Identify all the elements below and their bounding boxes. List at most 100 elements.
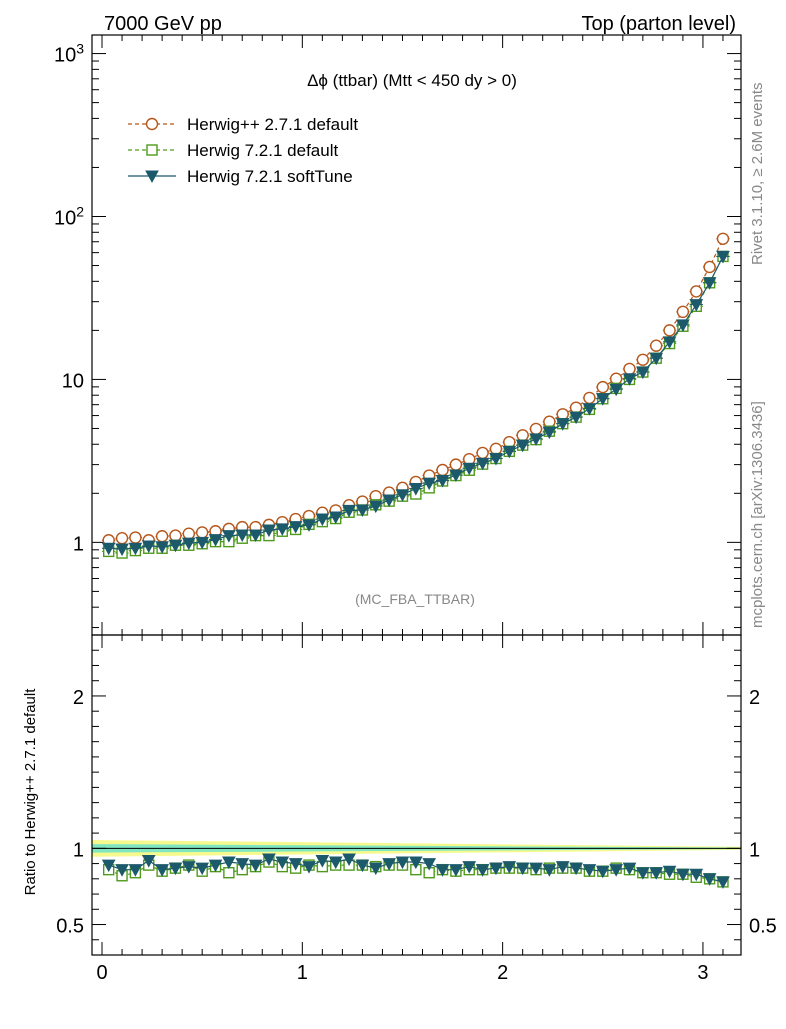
data-point: [355, 504, 370, 518]
legend-marker: [145, 117, 159, 131]
data-point: [716, 232, 730, 245]
ratio-point: [222, 856, 236, 870]
chart-title: Δϕ (ttbar) (Mtt < 450 dy > 0): [307, 71, 517, 90]
series-line: [108, 256, 724, 554]
mcplots-label: mcplots.cern.ch [arXiv:1306.3436]: [749, 401, 766, 628]
data-point: [248, 529, 263, 543]
data-point: [181, 537, 196, 551]
main-series-group: [101, 232, 730, 559]
data-point: [702, 277, 717, 290]
legend-marker: [145, 170, 159, 184]
data-point: [676, 319, 690, 332]
ratio-y-tick-label: 2: [73, 687, 84, 709]
data-point: [676, 305, 690, 319]
ratio-point: [302, 861, 316, 874]
ratio-point: [555, 861, 570, 874]
series-line: [108, 256, 724, 550]
ratio-point: [168, 862, 183, 876]
ratio-point: [141, 855, 156, 868]
data-point: [315, 513, 330, 527]
data-point: [690, 285, 703, 298]
series-2: [101, 250, 730, 557]
series-0: [102, 232, 730, 547]
data-point: [555, 418, 570, 431]
legend-marker: [146, 144, 158, 156]
ratio-series-2: [101, 853, 730, 889]
data-point: [195, 536, 210, 550]
data-point: [703, 260, 716, 274]
ratio-y-tick-label-right: 0.5: [749, 916, 777, 938]
ratio-point: [542, 864, 557, 877]
ratio-point: [582, 864, 597, 877]
ratio-point: [355, 859, 370, 873]
ratio-point: [235, 858, 250, 871]
ratio-point: [716, 876, 730, 889]
ratio-y-tick-label-right: 1: [749, 839, 760, 861]
data-point: [235, 529, 250, 543]
data-point: [569, 411, 583, 425]
data-point: [208, 534, 223, 547]
ratio-point: [288, 858, 303, 871]
legend-label: Herwig 7.2.1 softTune: [187, 167, 353, 186]
data-point: [636, 366, 650, 380]
data-point: [275, 523, 290, 536]
data-point: [382, 494, 396, 508]
data-point: [195, 526, 209, 539]
ratio-frame: [91, 634, 742, 956]
ratio-point: [315, 855, 330, 868]
ratio-point: [569, 862, 583, 876]
ratio-point: [435, 864, 450, 877]
data-point: [368, 500, 383, 514]
data-point: [623, 362, 636, 376]
rivet-label: Rivet 3.1.10, ≥ 2.6M events: [749, 83, 766, 266]
data-point: [515, 439, 530, 453]
data-point: [689, 299, 704, 312]
main-y-tick-label: 1: [73, 533, 84, 555]
header-left: 7000 GeV pp: [104, 13, 222, 35]
x-tick-label: 1: [297, 962, 308, 984]
ratio-point: [408, 856, 423, 870]
ratio-point: [368, 862, 383, 876]
data-point: [449, 469, 463, 483]
data-point: [168, 539, 183, 553]
data-point: [489, 442, 503, 456]
ratio-point: [248, 859, 263, 873]
data-point: [595, 393, 610, 406]
ratio-y-tick-label: 1: [73, 839, 84, 861]
main-y-tick-label: 102: [54, 203, 84, 229]
data-point: [475, 457, 490, 471]
ratio-point: [702, 873, 717, 886]
ratio-point: [689, 868, 704, 882]
ratio-point: [223, 867, 235, 879]
data-point: [542, 426, 557, 440]
data-point: [435, 474, 450, 488]
legend-item-1: Herwig 7.2.1 default: [128, 141, 338, 160]
data-point: [222, 530, 236, 543]
data-point: [422, 477, 437, 491]
data-point: [529, 433, 543, 446]
data-point: [649, 352, 664, 366]
data-point: [328, 511, 343, 525]
ratio-point: [181, 861, 196, 874]
ratio-point: [382, 858, 396, 871]
ratio-point: [422, 858, 437, 871]
ratio-point: [101, 859, 116, 873]
ratio-point: [489, 862, 503, 876]
data-point: [622, 373, 637, 386]
data-point: [516, 429, 529, 442]
ratio-point: [662, 865, 677, 879]
ratio-point: [128, 864, 143, 877]
legend-item-2: Herwig 7.2.1 softTune: [128, 167, 353, 186]
ratio-ylabel: Ratio to Herwig++ 2.7.1 default: [22, 688, 39, 896]
ratio-axes: 0 1 2 3 0.5 0.5 1 1 2 2: [56, 634, 777, 984]
ratio-y-tick-label-right: 2: [749, 687, 760, 709]
data-point: [302, 519, 316, 532]
ratio-point: [342, 853, 356, 867]
data-point: [288, 521, 303, 534]
legend-item-0: Herwig++ 2.7.1 default: [128, 115, 358, 134]
data-point: [436, 463, 449, 477]
data-point: [609, 372, 623, 385]
ratio-point: [208, 859, 223, 873]
analysis-tag: (MC_FBA_TTBAR): [355, 591, 475, 607]
